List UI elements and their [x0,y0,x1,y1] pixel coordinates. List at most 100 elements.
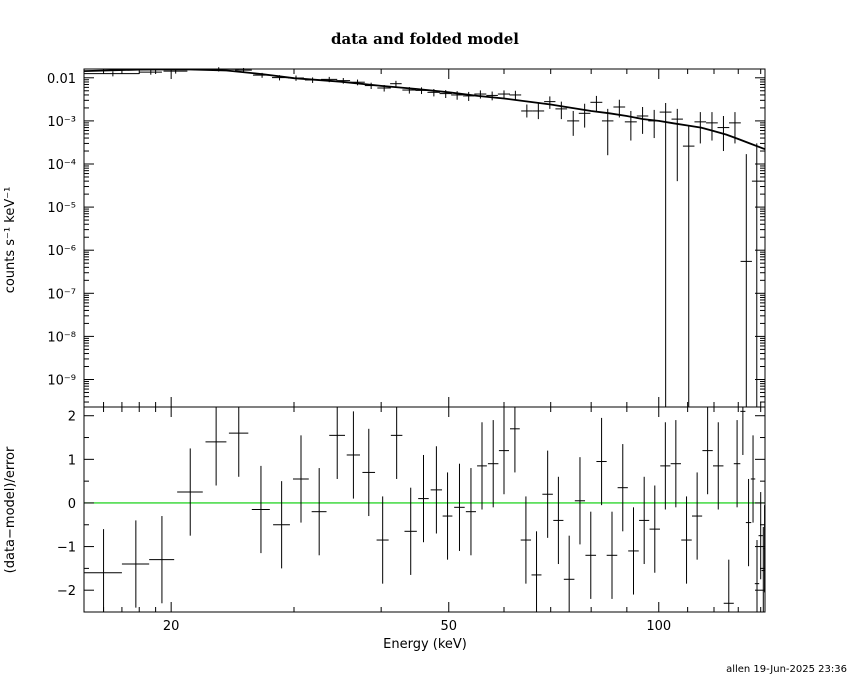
data-point [590,95,603,113]
data-point [751,143,762,407]
top-panel-marks [83,67,766,407]
bottom-panel-frame [83,406,766,613]
residual-point [585,511,597,599]
data-point [624,110,637,141]
residual-point [733,420,741,508]
residual-point [442,472,453,560]
data-point [402,87,417,94]
residual-point [754,540,760,612]
residual-point [362,428,376,517]
top-y-tick-label: 10⁻⁵ [47,201,76,216]
residual-point [660,422,671,510]
top-y-axis-label: counts s⁻¹ keV⁻¹ [3,187,18,294]
residual-point [251,465,270,554]
residual-point [712,422,724,510]
top-y-tick-label: 0.01 [47,72,76,87]
residual-point [542,450,553,538]
data-point [509,90,522,101]
axes-layer: 20 50 1000.0110⁻³10⁻⁴10⁻⁵10⁻⁶10⁻⁷10⁻⁸10⁻⁹2… [47,68,766,634]
residual-point [531,531,542,612]
bottom-panel-marks [84,407,766,612]
residual-point [177,448,203,536]
data-point [451,91,463,100]
residual-point [681,496,692,584]
top-y-tick-label: 10⁻⁹ [47,373,76,388]
residual-point [430,446,443,534]
data-point [717,115,730,152]
data-point [163,69,188,74]
x-tick-label: 50 [440,619,457,634]
top-y-tick-label: 10⁻⁶ [47,244,76,259]
data-point [364,82,378,89]
x-axis-label: Energy (keV) [383,637,467,652]
x-tick-label: 20 [163,619,180,634]
residual-point [553,476,564,565]
residual-point [596,417,607,506]
residual-point [273,481,290,569]
data-point [648,109,660,139]
residual-point [758,492,763,580]
data-point [377,85,391,92]
data-point [415,87,428,95]
data-point [532,103,545,120]
data-point [287,75,304,81]
residual-point [670,420,681,508]
data-point [671,108,683,182]
residual-point [228,407,249,477]
top-y-tick-label: 10⁻⁴ [47,158,76,173]
data-point [439,90,452,98]
data-point [706,112,718,141]
data-point [390,80,402,88]
data-point [636,107,649,134]
data-point [336,77,351,84]
bottom-y-tick-label: 0 [68,497,76,512]
residual-point [574,457,586,545]
x-tick-label: 100 [646,619,671,634]
bottom-y-tick-label: −2 [57,584,76,599]
residual-point [509,407,520,473]
residual-point [692,472,703,560]
data-point [567,110,580,136]
data-point [578,103,591,128]
residual-point [628,507,639,595]
residual-point [750,435,756,523]
top-y-tick-label: 10⁻³ [47,115,76,130]
data-point [729,112,741,144]
residual-point [498,407,510,495]
chart-title: data and folded model [331,30,519,48]
data-point [462,91,475,101]
residual-point [740,407,746,455]
model-curve [83,68,766,151]
data-point [474,90,487,99]
bottom-y-tick-label: 2 [68,410,76,425]
residual-point [121,520,150,608]
residual-point [639,476,650,565]
residual-point [376,496,389,584]
residual-point [346,411,360,499]
residual-point [487,420,499,508]
data-point [682,125,695,407]
data-point [544,96,556,109]
bottom-y-tick-label: −1 [57,541,76,556]
residual-point [205,407,227,486]
data-point [486,91,498,101]
residual-point [465,468,476,556]
residual-point [563,535,575,612]
residual-point [404,487,417,575]
residual-point [84,529,122,612]
residual-point [454,463,465,551]
data-point [497,90,510,99]
data-point [272,75,287,81]
data-point [304,77,321,83]
data-point [139,69,162,75]
residual-point [418,454,429,543]
data-point [350,79,365,86]
data-point [694,112,707,144]
residual-point [329,407,345,479]
footer-stamp: allen 19-Jun-2025 23:36 [726,664,847,675]
residual-point [520,496,532,584]
residual-point [702,407,713,495]
residual-point [477,422,487,510]
residual-point [617,444,628,532]
